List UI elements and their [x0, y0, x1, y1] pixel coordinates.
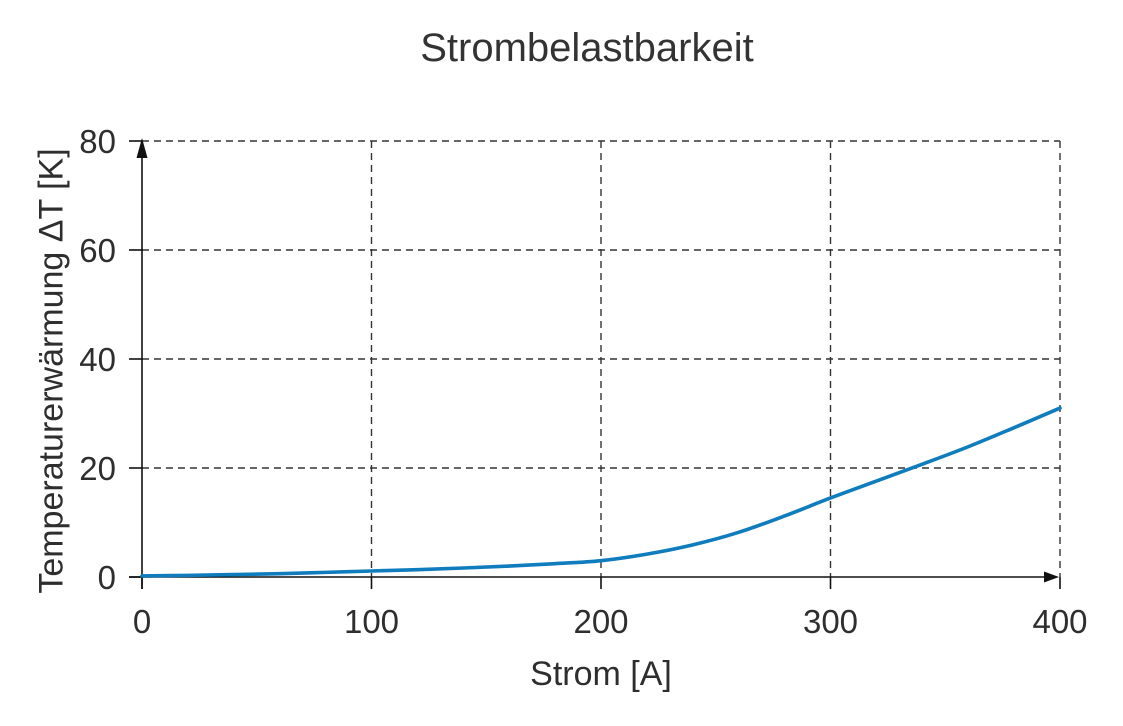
x-tick-label: 100 — [344, 603, 399, 640]
x-axis-label: Strom [A] — [530, 655, 672, 693]
x-tick-label: 0 — [133, 603, 151, 640]
y-tick-label: 60 — [79, 232, 116, 269]
y-axis-arrowhead — [136, 138, 148, 158]
x-axis-arrowhead — [1044, 571, 1059, 583]
x-tick-label: 400 — [1032, 603, 1087, 640]
x-tick-label: 200 — [573, 603, 628, 640]
y-axis-label: Temperaturerwärmung ΔT [K] — [32, 148, 71, 594]
y-tick-label: 0 — [98, 559, 116, 596]
y-tick-label: 80 — [79, 123, 116, 160]
y-tick-label: 20 — [79, 450, 116, 487]
chart-title: Strombelastbarkeit — [420, 26, 754, 70]
y-tick-label: 40 — [79, 341, 116, 378]
data-series-line — [140, 406, 1062, 578]
x-tick-label: 300 — [803, 603, 858, 640]
